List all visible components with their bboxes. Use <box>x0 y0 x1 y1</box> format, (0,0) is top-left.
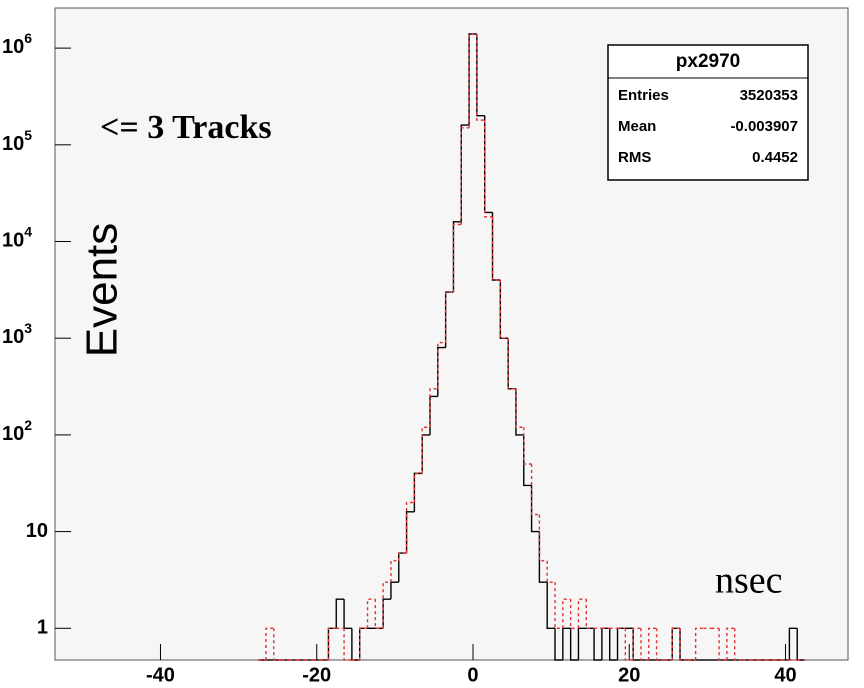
y-tick-base: 10 <box>2 36 24 58</box>
histogram-bin <box>327 627 337 660</box>
y-tick-label: 102 <box>2 417 32 446</box>
y-tick-label: 1 <box>37 617 48 639</box>
y-tick-exponent: 5 <box>24 127 32 143</box>
y-tick-label: 10 <box>26 520 48 542</box>
histogram-bin <box>398 552 407 561</box>
y-tick-base: 10 <box>2 423 24 445</box>
histogram-series <box>258 33 806 661</box>
y-tick-label: 106 <box>2 30 32 59</box>
histogram-bin <box>468 33 477 128</box>
x-axis-label: nsec <box>715 560 783 602</box>
histogram-bin <box>460 124 470 222</box>
histogram-bin <box>788 627 798 660</box>
stats-key: RMS <box>618 149 651 166</box>
histogram-bin <box>593 628 602 661</box>
stats-title: px2970 <box>676 51 740 72</box>
histogram-bin <box>444 291 454 343</box>
histogram-bin <box>468 33 477 126</box>
histogram-bin <box>554 628 563 661</box>
histogram-bin <box>460 127 470 225</box>
histogram-bin <box>624 628 634 661</box>
x-tick-label: 20 <box>618 664 640 686</box>
histogram-bin <box>382 598 391 629</box>
histogram-bin <box>358 627 368 660</box>
histogram-bin <box>335 598 345 629</box>
histogram-bin <box>523 427 532 465</box>
x-tick-label: 0 <box>467 664 478 686</box>
histogram-bin <box>515 388 524 428</box>
histogram-bin <box>718 628 727 661</box>
stats-value: 3520353 <box>740 87 798 104</box>
histogram-bin <box>726 627 735 660</box>
histogram-bin <box>648 627 657 660</box>
histogram-bin <box>452 223 462 293</box>
histogram-bin <box>655 628 665 661</box>
histogram-bin <box>694 627 704 660</box>
histogram-bin <box>429 388 438 428</box>
histogram-bin <box>734 628 743 661</box>
y-tick-exponent: 2 <box>24 417 32 433</box>
histogram-bin <box>530 464 540 516</box>
histogram-bin <box>390 581 399 600</box>
histogram-bin <box>609 628 618 661</box>
x-tick-label: -40 <box>146 664 175 686</box>
histogram-bin <box>499 279 509 339</box>
histogram-bin <box>632 627 641 660</box>
histogram-bin <box>273 628 282 661</box>
histogram-bin <box>476 33 485 121</box>
stats-value: 0.4452 <box>752 149 798 166</box>
x-tick-label: -20 <box>302 664 331 686</box>
histogram-bin <box>546 560 556 583</box>
annotation: <= 3 Tracks <box>100 109 272 146</box>
y-tick-label: 103 <box>2 320 32 349</box>
histogram-bin <box>679 628 688 661</box>
y-tick-label: 105 <box>2 127 32 156</box>
stats-frame <box>607 44 809 181</box>
stats-key: Mean <box>618 118 656 135</box>
histogram-bin <box>538 531 548 583</box>
histogram-bin <box>491 216 501 281</box>
y-tick-base: 10 <box>2 230 24 252</box>
histogram-bin <box>569 628 579 661</box>
histogram-bin <box>515 388 524 436</box>
y-axis-label: Events <box>78 223 127 358</box>
x-tick-label: 40 <box>774 664 796 686</box>
y-tick-exponent: 4 <box>24 223 32 239</box>
y-tick-base: 10 <box>2 326 24 348</box>
histogram-bin <box>265 627 274 660</box>
y-tick-exponent: 3 <box>24 320 32 336</box>
histogram-bin <box>546 582 556 629</box>
y-tick-label: 104 <box>2 223 32 252</box>
stats-value: -0.003907 <box>730 118 798 135</box>
histogram-bin <box>484 120 493 218</box>
histogram-bin <box>413 472 423 512</box>
histogram-bin <box>343 628 352 661</box>
histogram-bin <box>640 628 649 661</box>
stats-key: Entries <box>618 87 669 104</box>
histogram-bin <box>476 33 485 117</box>
histogram-bin <box>452 221 462 293</box>
histogram-bin <box>507 338 516 390</box>
histogram-bin <box>671 627 681 660</box>
histogram-bin <box>390 560 399 583</box>
y-tick-base: 10 <box>2 133 24 155</box>
y-tick-exponent: 6 <box>24 30 32 46</box>
histogram-bin <box>405 501 415 554</box>
histogram-bin <box>562 627 571 660</box>
stats-box: px2970 Entries 3520353 Mean -0.003907 RM… <box>607 44 809 181</box>
